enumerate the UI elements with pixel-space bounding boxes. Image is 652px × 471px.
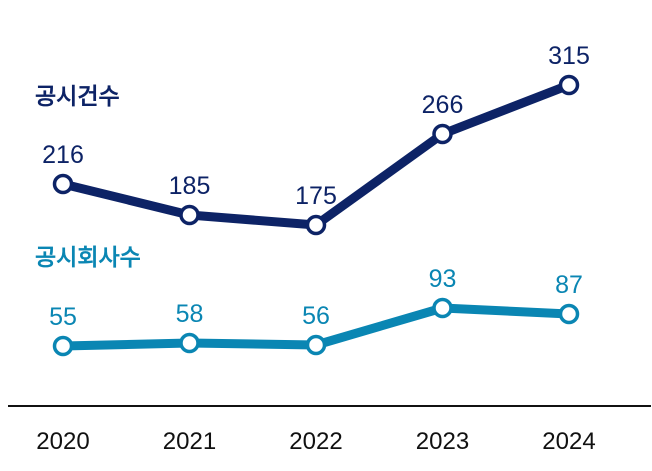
data-label: 58 [176,300,204,328]
data-label: 87 [555,271,583,299]
x-tick-label: 2020 [36,428,89,455]
data-point [179,204,200,226]
data-point [432,297,453,319]
data-label: 56 [302,302,330,330]
data-label: 55 [49,303,77,331]
data-label: 185 [169,172,211,200]
data-label: 266 [422,91,464,119]
data-label: 315 [548,42,590,70]
data-point [558,303,580,325]
data-point [179,332,200,354]
data-label: 216 [42,141,84,169]
data-point [558,74,580,96]
x-tick-label: 2024 [542,428,595,455]
data-point [305,214,327,236]
series-label-companies: 공시회사수 [35,245,141,271]
x-tick-label: 2022 [289,428,342,455]
x-tick-label: 2023 [416,428,469,455]
data-point [52,335,74,357]
series-layer: 216 185 175 266 315 55 58 56 93 87 [42,42,590,357]
series-label-disclosures: 공시건수 [35,84,120,110]
data-point [305,334,327,356]
x-axis-ticks: 2020 2021 2022 2023 2024 [36,428,595,455]
data-point [52,173,74,195]
x-tick-label: 2021 [163,428,216,455]
data-label: 93 [429,265,457,293]
data-label: 175 [295,182,337,210]
data-point [432,123,453,145]
